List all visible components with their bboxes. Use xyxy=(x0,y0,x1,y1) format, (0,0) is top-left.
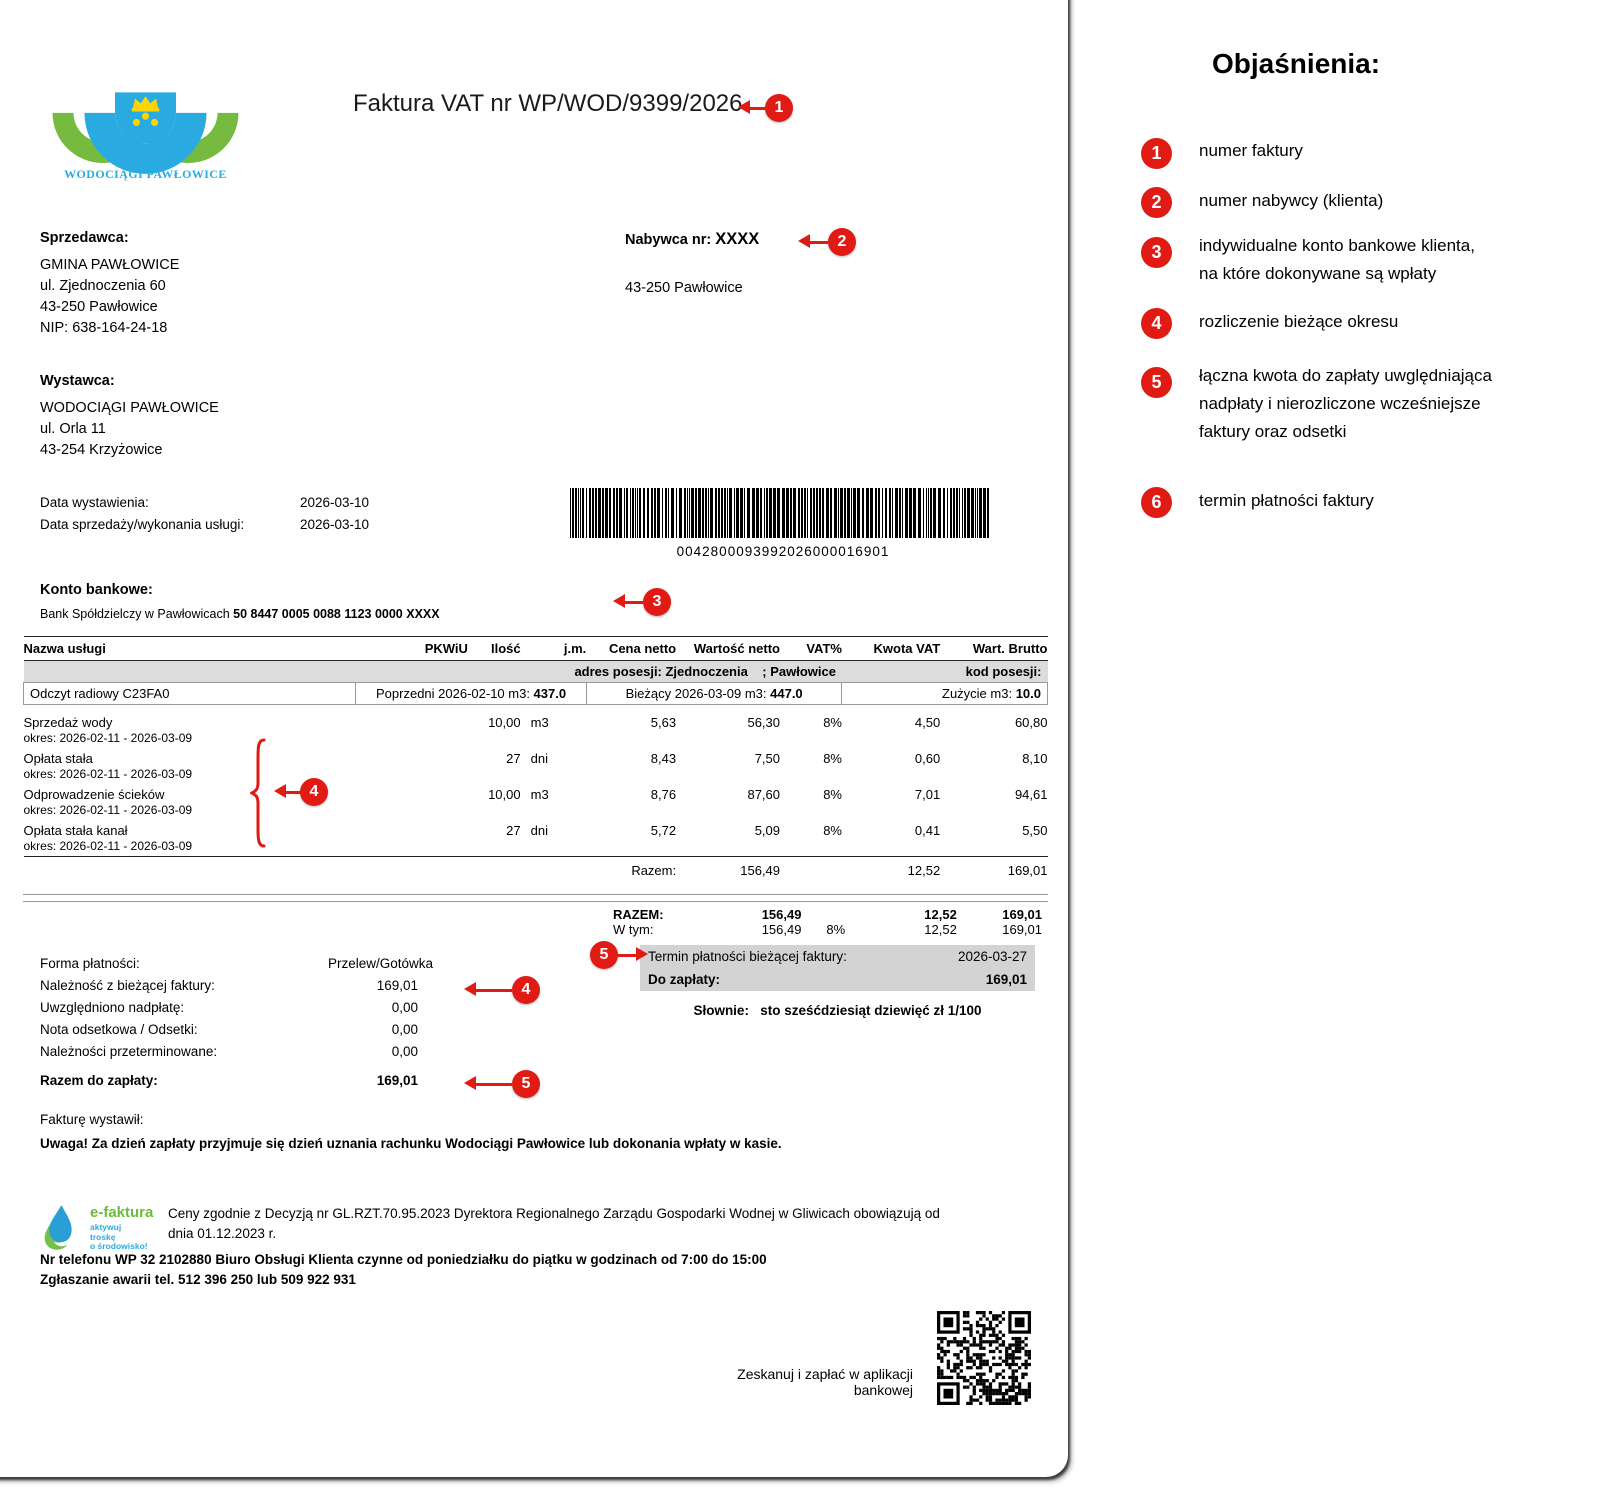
svg-text:WODOCIĄGI PAWŁOWICE: WODOCIĄGI PAWŁOWICE xyxy=(64,167,227,181)
